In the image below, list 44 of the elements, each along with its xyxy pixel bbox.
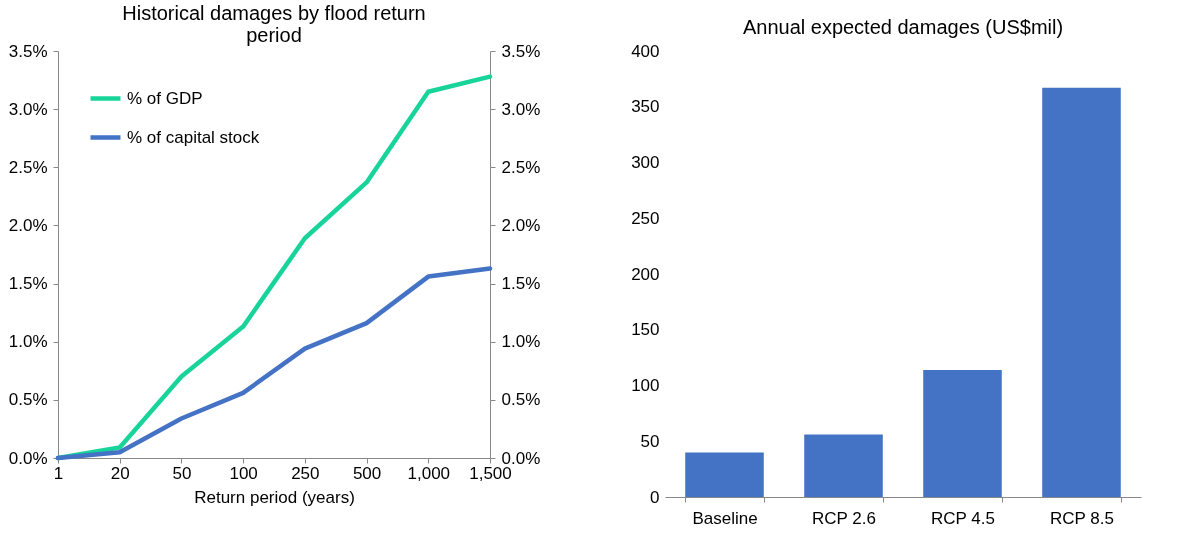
y-tick-label: 0.0% xyxy=(8,448,48,468)
x-tick-label: 20 xyxy=(110,463,130,483)
x-tick-label: 250 xyxy=(291,463,320,483)
x-tick-label: RCP 4.5 xyxy=(931,508,995,528)
y-tick-label: 1.0% xyxy=(8,332,48,352)
x-tick-label: RCP 8.5 xyxy=(1050,508,1114,528)
x-tick-label: RCP 2.6 xyxy=(812,508,876,528)
y-tick-label: 2.0% xyxy=(8,215,48,235)
y2-tick-label: 0.5% xyxy=(501,390,541,410)
y-tick-label: 150 xyxy=(631,320,660,340)
y2-tick-label: 2.0% xyxy=(501,215,541,235)
bar xyxy=(923,369,1002,497)
y-tick-label: 0.5% xyxy=(8,390,48,410)
y2-tick-label: 2.5% xyxy=(501,157,541,177)
chart-title: Historical damages by flood return period xyxy=(122,2,426,46)
x-tick-label: Baseline xyxy=(692,508,758,528)
y-tick-label: 50 xyxy=(640,431,660,451)
x-tick-label: 1,000 xyxy=(407,463,451,483)
y2-tick-label: 1.0% xyxy=(501,332,541,352)
y-tick-label: 250 xyxy=(631,208,660,228)
x-tick-label: 500 xyxy=(352,463,382,483)
y-tick-label: 1.5% xyxy=(8,274,48,294)
y-tick-label: 0 xyxy=(650,487,660,507)
bar xyxy=(685,452,764,497)
y-tick-label: 350 xyxy=(631,97,660,117)
legend-label: % of capital stock xyxy=(127,127,260,147)
x-tick-label: 1 xyxy=(53,463,64,483)
x-axis-title: Return period (years) xyxy=(194,487,355,507)
x-tick-label: 100 xyxy=(229,463,258,483)
y-tick-label: 2.5% xyxy=(8,157,48,177)
y-tick-label: 100 xyxy=(631,376,660,395)
y-tick-label: 400 xyxy=(631,41,660,61)
x-tick-label: 50 xyxy=(172,463,192,483)
legend-label: % of GDP xyxy=(127,88,203,108)
bar xyxy=(1042,87,1121,497)
y-tick-label: 3.0% xyxy=(8,99,48,119)
y-tick-label: 3.5% xyxy=(8,41,48,61)
bar xyxy=(804,434,883,497)
y-tick-label: 300 xyxy=(631,153,660,172)
y2-tick-label: 3.5% xyxy=(501,41,541,61)
y2-tick-label: 1.5% xyxy=(501,274,541,294)
y2-tick-label: 3.0% xyxy=(501,99,541,119)
y-tick-label: 200 xyxy=(631,264,660,284)
chart-title: Annual expected damages (US$mil) xyxy=(742,16,1064,38)
